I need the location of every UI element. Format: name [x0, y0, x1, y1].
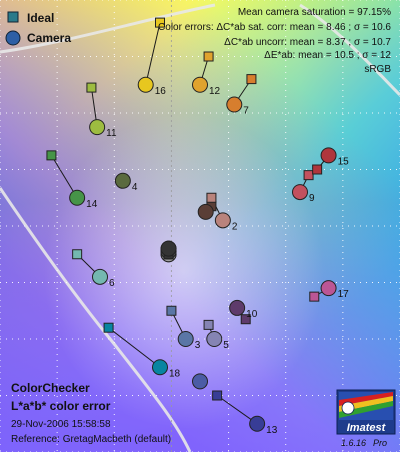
- patch-label-13: 13: [266, 425, 278, 436]
- logo-text: Imatest: [347, 422, 387, 434]
- ideal-marker-3: [166, 305, 177, 316]
- camera-marker-10: [229, 299, 246, 316]
- ideal-marker-7: [246, 74, 257, 85]
- camera-marker-1: [197, 203, 214, 220]
- error-line-18: [108, 327, 161, 368]
- chart-subtitle: L*a*b* color error: [11, 399, 111, 413]
- ideal-marker-17: [309, 291, 320, 302]
- patch-label-5: 5: [223, 340, 229, 351]
- patch-labels: 2 3 4 5 6 7 9 10 11 12 13 14 15 16 17 18: [86, 86, 349, 436]
- data-marks: [46, 17, 337, 432]
- camera-marker-2: [214, 212, 231, 229]
- chart-title: ColorChecker: [11, 381, 90, 395]
- ideal-marker-5: [203, 319, 214, 330]
- title-block: ColorChecker L*a*b* color error 29-Nov-2…: [11, 381, 171, 445]
- camera-marker-7: [226, 96, 243, 113]
- patch-label-14: 14: [86, 199, 98, 210]
- stats-block: Mean camera saturation = 97.15% Color er…: [158, 7, 391, 75]
- camera-marker-13: [249, 415, 266, 432]
- camera-marker-12: [192, 76, 208, 93]
- legend-camera-marker: [5, 30, 21, 46]
- stat-sat-corr: Color errors: ΔC*ab sat. corr: mean = 8.…: [158, 22, 391, 33]
- patch-label-15: 15: [338, 156, 350, 167]
- camera-marker-11: [89, 119, 106, 136]
- legend: Ideal Camera: [5, 11, 71, 46]
- camera-marker-8: [192, 373, 208, 390]
- ideal-marker-2: [206, 192, 217, 203]
- camera-marker-9: [292, 184, 308, 201]
- camera-marker-4: [114, 172, 131, 189]
- patch-label-6: 6: [109, 278, 115, 289]
- chart-reference: Reference: GretagMacbeth (default): [11, 434, 171, 445]
- stat-delta-e: ΔE*ab: mean = 10.5 ; σ = 12: [264, 50, 391, 61]
- camera-marker-15: [320, 147, 337, 164]
- legend-camera-label: Camera: [27, 31, 71, 45]
- ideal-marker-13: [212, 390, 223, 401]
- patch-label-9: 9: [309, 193, 315, 204]
- patch-label-16: 16: [155, 86, 167, 97]
- patch-label-17: 17: [338, 289, 350, 300]
- stat-uncorr: ΔC*ab uncorr: mean = 8.37 ; σ = 10.7: [224, 37, 391, 48]
- camera-marker-17: [320, 280, 337, 297]
- camera-marker-5: [206, 331, 223, 347]
- patch-label-12: 12: [209, 86, 221, 97]
- patch-label-7: 7: [243, 106, 249, 117]
- ideal-marker-16: [155, 17, 165, 28]
- chart-date: 29-Nov-2006 15:58:58: [11, 419, 111, 430]
- camera-marker-14: [69, 189, 86, 206]
- ideal-marker-14: [46, 150, 57, 161]
- patch-label-11: 11: [106, 128, 117, 139]
- error-line-14: [51, 155, 78, 199]
- error-line-13: [216, 395, 258, 425]
- stat-colorspace: sRGB: [364, 64, 391, 75]
- imatest-logo: Imatest 1.6.16 Pro: [336, 389, 396, 448]
- ideal-marker-12: [203, 51, 214, 62]
- ideal-marker-18: [103, 322, 114, 333]
- camera-marker-6: [92, 268, 108, 285]
- patch-label-18: 18: [169, 368, 181, 379]
- camera-marker-24: [160, 240, 177, 257]
- ideal-marker-6: [72, 249, 83, 260]
- patch-label-4: 4: [132, 182, 138, 193]
- patch-label-10: 10: [246, 309, 258, 320]
- ideal-marker-9: [303, 170, 314, 181]
- ideal-marker-15: [312, 164, 323, 175]
- ideal-marker-11: [86, 82, 97, 93]
- legend-ideal-marker: [7, 11, 19, 23]
- error-line-16: [145, 22, 161, 85]
- logo-version: 1.6.16: [341, 438, 366, 448]
- camera-marker-16: [137, 76, 154, 93]
- camera-marker-18: [152, 359, 168, 376]
- stat-saturation: Mean camera saturation = 97.15%: [238, 7, 391, 18]
- patch-label-2: 2: [232, 221, 238, 232]
- camera-marker-3: [177, 331, 194, 347]
- ideal-marker-10: [240, 314, 251, 325]
- legend-ideal-label: Ideal: [27, 11, 54, 25]
- patch-label-3: 3: [195, 340, 201, 351]
- logo-edition: Pro: [373, 438, 387, 448]
